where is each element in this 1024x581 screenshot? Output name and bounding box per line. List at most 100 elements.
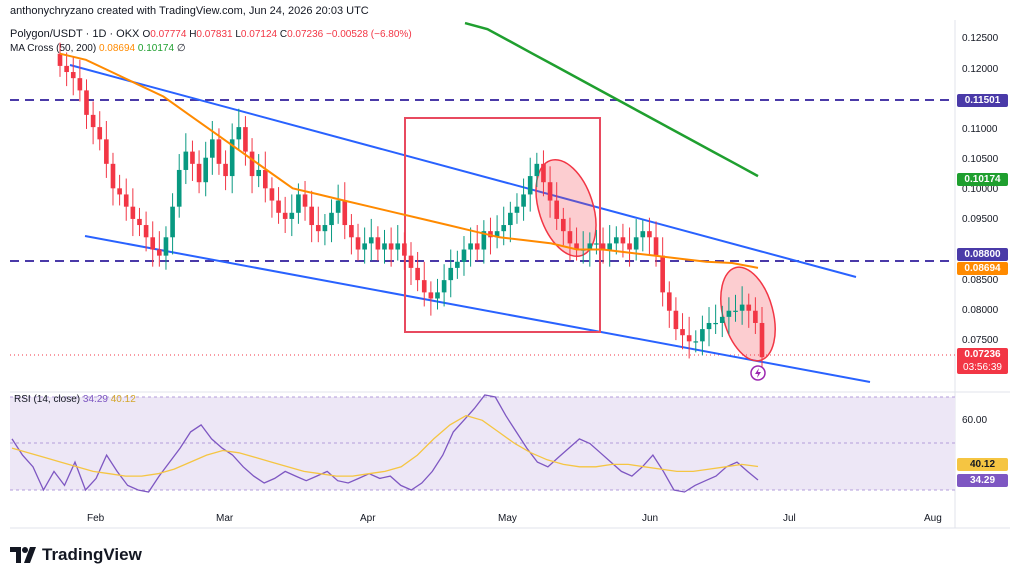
- rsi-line: [11, 394, 759, 493]
- x-tick: Jul: [783, 513, 796, 524]
- candle-body: [408, 255, 414, 268]
- candle-body: [653, 237, 659, 256]
- chart-attribution: anthonychryzano created with TradingView…: [10, 5, 369, 17]
- candle-body: [527, 176, 533, 195]
- candle-body: [249, 151, 255, 177]
- candle-body: [421, 280, 427, 293]
- candle-body: [402, 243, 407, 256]
- candle-body: [302, 194, 308, 207]
- candle-body: [706, 322, 712, 330]
- candle-body: [494, 231, 500, 238]
- rsi-legend: RSI (14, close) 34.29 40.12: [14, 394, 136, 405]
- rsi-header-value: 34.29: [82, 394, 108, 405]
- candle-body: [123, 194, 129, 207]
- candle-body: [514, 206, 520, 213]
- low-label: L: [235, 29, 241, 40]
- x-tick: Mar: [216, 513, 234, 524]
- last-price-badge: 0.07236 03:56:39: [957, 348, 1008, 374]
- candle-body: [461, 249, 467, 262]
- candle-body: [547, 182, 553, 201]
- candle-body: [329, 212, 334, 226]
- ma200-badge: 0.10174: [957, 173, 1008, 186]
- rsi-level-label: 60.00: [962, 415, 988, 426]
- candle-body: [640, 231, 646, 238]
- last-price-value: 0.07236: [964, 349, 1001, 360]
- ma200-header-value: 0.10174: [137, 43, 175, 54]
- candle-body: [521, 194, 526, 207]
- ma200-line: [464, 21, 759, 178]
- close-value: 0.07236: [287, 29, 324, 40]
- x-tick: Aug: [924, 513, 942, 524]
- candle-body: [746, 304, 752, 311]
- candle-body: [508, 212, 513, 226]
- tradingview-brand[interactable]: TradingView: [10, 545, 142, 565]
- candle-body: [64, 65, 69, 73]
- candle-body: [368, 237, 374, 244]
- y-tick: 0.11000: [962, 124, 998, 135]
- candle-body: [587, 243, 593, 250]
- candle-body: [190, 151, 195, 164]
- x-tick: May: [498, 513, 517, 524]
- symbol-line: Polygon/USDT · 1D · OKX O0.07774 H0.0783…: [10, 28, 412, 40]
- candle-body: [117, 188, 122, 195]
- candle-body: [501, 225, 507, 232]
- candle-body: [415, 267, 420, 281]
- candle-body: [216, 139, 222, 164]
- candle-body: [686, 335, 692, 342]
- rsi-band: [10, 397, 955, 490]
- symbol-label[interactable]: Polygon/USDT · 1D · OKX: [10, 28, 140, 40]
- ma50-header-value: 0.08694: [98, 43, 136, 54]
- high-value: 0.07831: [196, 29, 233, 40]
- candle-body: [554, 200, 560, 219]
- candle-body: [276, 200, 281, 213]
- candle-body: [262, 169, 268, 189]
- ma-cross-line: MA Cross (50, 200) 0.08694 0.10174 ∅: [10, 43, 186, 54]
- candle-body: [474, 243, 480, 250]
- candle-body: [680, 329, 685, 336]
- candle-body: [342, 200, 348, 226]
- ma50-badge: 0.08694: [957, 262, 1008, 275]
- y-tick: 0.12000: [962, 64, 999, 75]
- candle-body: [388, 243, 394, 250]
- rsi-ma-header-value: 40.12: [110, 394, 136, 405]
- candle-body: [441, 280, 447, 293]
- candle-body: [77, 78, 83, 91]
- level-mid-badge: 0.08800: [957, 248, 1008, 261]
- candle-series: [57, 42, 765, 372]
- candle-body: [719, 316, 725, 323]
- candle-body: [733, 310, 738, 312]
- candle-body: [143, 225, 149, 238]
- tradingview-logo-icon: [10, 547, 36, 563]
- candle-body: [561, 218, 566, 232]
- candle-body: [739, 304, 745, 311]
- candle-body: [236, 127, 242, 140]
- candle-body: [428, 292, 434, 299]
- candle-body: [349, 225, 354, 238]
- candle-body: [269, 188, 275, 201]
- candle-body: [753, 310, 758, 323]
- rsi-ma-badge: 40.12: [957, 458, 1008, 471]
- candle-body: [395, 243, 401, 250]
- candle-body: [713, 322, 718, 325]
- ma50-line: [59, 52, 759, 269]
- rsi-label[interactable]: RSI (14, close): [14, 394, 81, 405]
- candle-body: [594, 243, 599, 245]
- ma-extra-symbol: ∅: [176, 43, 186, 54]
- ohlc-values: O0.07774 H0.07831 L0.07124 C0.07236 −0.0…: [142, 29, 411, 40]
- candle-body: [110, 163, 116, 189]
- candle-body: [176, 169, 182, 207]
- candle-body: [282, 212, 288, 219]
- candle-body: [759, 322, 765, 358]
- level-high-badge: 0.11501: [957, 94, 1008, 107]
- candle-body: [666, 292, 672, 311]
- candle-body: [435, 292, 440, 299]
- candle-body: [627, 243, 632, 250]
- open-value: 0.07774: [150, 29, 187, 40]
- candle-body: [481, 231, 487, 250]
- lightning-icon-glyph: [755, 368, 761, 378]
- candle-body: [150, 237, 156, 250]
- candle-body: [210, 139, 215, 158]
- ma-cross-label[interactable]: MA Cross (50, 200): [10, 43, 97, 54]
- candle-body: [196, 163, 202, 183]
